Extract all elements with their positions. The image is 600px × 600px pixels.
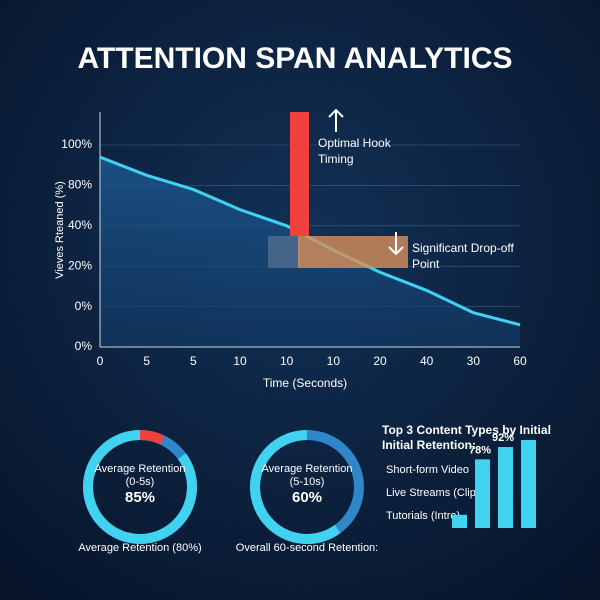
y-tick-label: 20% [68, 258, 92, 272]
annotation: Significant Drop-off [412, 241, 514, 255]
bar [475, 459, 490, 528]
hook-bar [290, 112, 309, 236]
down-arrow [388, 232, 404, 256]
up-arrow [328, 108, 344, 132]
bar-value-label: 92% [492, 432, 514, 444]
gauge-label: (0-5s) [126, 476, 155, 488]
bar-value-label: 78% [469, 444, 491, 456]
panel-title: Initial Retention: [382, 438, 476, 452]
gauge-accent [139, 430, 165, 445]
bar-label: Tutorials (Intro) [386, 510, 460, 522]
gauge-value: 60% [292, 489, 322, 506]
annotation: Point [412, 257, 440, 271]
highlight-box [268, 236, 300, 268]
y-axis-label: Vieves Rteaned (%) [54, 181, 66, 279]
y-tick-label: 100% [61, 137, 92, 151]
x-tick-label: 60 [513, 354, 527, 368]
title: ATTENTION SPAN ANALYTICS [77, 42, 512, 75]
y-tick-label: 80% [68, 178, 92, 192]
x-tick-label: 0 [97, 354, 104, 368]
drop-off-band [298, 236, 408, 268]
gauge-label: Average Retention [95, 463, 186, 475]
bar [452, 514, 467, 528]
x-axis-label: Time (Seconds) [263, 376, 347, 390]
gauge-label: Average Retention [262, 463, 353, 475]
gauge-caption: Overall 60-second Retention: [236, 542, 378, 554]
bar [498, 447, 513, 528]
annotation: Optimal Hook [318, 136, 392, 150]
bar-label: Live Streams (Clip) [386, 487, 480, 499]
gauges: Average Retention(0-5s)85%Average Retent… [78, 430, 378, 554]
gauge-label: (5-10s) [290, 476, 325, 488]
x-tick-label: 5 [143, 354, 150, 368]
x-tick-label: 10 [233, 354, 247, 368]
y-tick-label: 0% [75, 339, 93, 353]
gauge-caption: Average Retention (80%) [78, 542, 201, 554]
y-tick-label: 40% [68, 218, 92, 232]
bar [521, 440, 536, 528]
x-tick-label: 40 [420, 354, 434, 368]
annotation: Timing [318, 152, 354, 166]
gauge-value: 85% [125, 489, 155, 506]
bar-label: Short-form Video [386, 464, 469, 476]
x-tick-label: 10 [280, 354, 294, 368]
panel-title: Top 3 Content Types by Initial [382, 423, 551, 437]
x-tick-label: 5 [190, 354, 197, 368]
x-tick-label: 20 [373, 354, 387, 368]
gauge-arc [250, 430, 364, 544]
y-tick-label: 0% [75, 299, 93, 313]
x-tick-label: 30 [467, 354, 481, 368]
x-tick-label: 10 [327, 354, 341, 368]
